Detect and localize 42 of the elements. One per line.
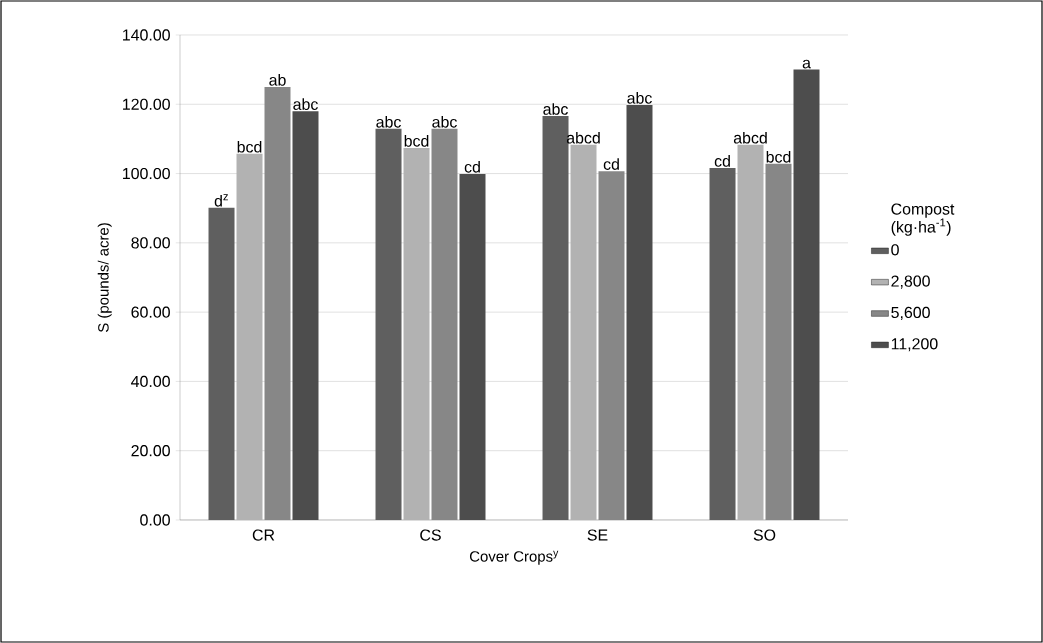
bar xyxy=(626,104,653,520)
bar xyxy=(375,128,402,520)
y-tick-label: 60.00 xyxy=(131,306,170,318)
x-tick-label: SE xyxy=(587,529,608,541)
legend-label: 11,200 xyxy=(891,338,938,352)
data-label: bcd xyxy=(404,135,429,147)
data-label: abc xyxy=(432,115,457,128)
bar xyxy=(542,116,569,520)
bar xyxy=(292,111,319,520)
data-label: abc xyxy=(543,103,568,115)
x-tick-label: SO xyxy=(753,529,776,541)
data-label: abcd xyxy=(733,131,767,144)
y-tick-label: 100.00 xyxy=(123,167,170,180)
y-tick-label: 0.00 xyxy=(140,514,170,526)
data-label: a xyxy=(802,59,811,69)
x-axis-title: Cover Crops$^{y}$ xyxy=(469,550,559,565)
data-label: d$^{z}$ xyxy=(214,194,228,207)
y-tick-label: 20.00 xyxy=(131,445,170,457)
legend-label: 0 xyxy=(891,244,899,256)
y-tick-label: 80.00 xyxy=(131,237,170,249)
y-tick-label: 40.00 xyxy=(131,375,170,388)
data-label: cd xyxy=(464,161,480,173)
data-label: abc xyxy=(376,115,401,128)
y-tick-label: 120.00 xyxy=(123,98,170,110)
legend-title: Compost (kg·ha$^{-1}$) xyxy=(891,203,955,236)
legend-label: 2,800 xyxy=(891,275,930,289)
data-label: ab xyxy=(269,74,286,86)
y-tick-label: 140.00 xyxy=(123,29,170,41)
data-label: bcd xyxy=(237,140,262,153)
bar xyxy=(709,168,736,520)
bar xyxy=(208,207,235,520)
legend-label: 5,600 xyxy=(891,306,930,320)
data-label: abc xyxy=(293,98,318,110)
x-tick-label: CS xyxy=(420,529,441,541)
data-label: cd xyxy=(603,158,619,170)
x-tick-label: CR xyxy=(252,529,275,541)
bar xyxy=(459,173,486,520)
data-label: cd xyxy=(714,155,730,167)
data-label: bcd xyxy=(766,150,791,163)
bar xyxy=(793,69,820,520)
data-label: abc xyxy=(627,92,652,104)
y-axis-title: S (pounds/ acre) xyxy=(97,223,112,333)
